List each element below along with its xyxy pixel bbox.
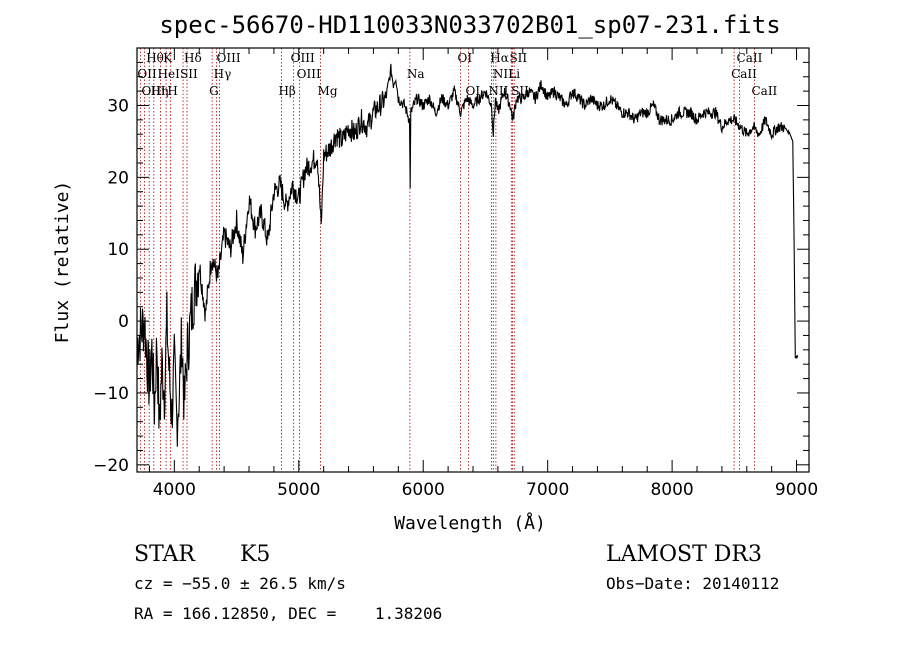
- line-label: SII: [509, 51, 527, 65]
- y-tick-label: 10: [107, 240, 129, 260]
- line-label: G: [209, 84, 219, 98]
- line-label: Na: [407, 67, 425, 81]
- x-tick-label: 9000: [775, 480, 818, 500]
- x-tick-label: 4000: [153, 480, 196, 500]
- coordinates-text: RA = 166.12850, DEC = 1.38206: [134, 604, 442, 623]
- line-label: SII: [511, 84, 529, 98]
- obs-date-text: Obs−Date: 20140112: [606, 574, 779, 593]
- line-label: Hδ: [184, 51, 202, 65]
- line-label: Hθ: [146, 51, 164, 65]
- line-label: CaII: [751, 84, 777, 98]
- line-label: Mg: [318, 84, 338, 98]
- line-label: Hη: [151, 84, 169, 98]
- spectral-line-markers: [139, 48, 755, 472]
- x-axis-label: Wavelength (Å): [394, 512, 546, 534]
- line-label: Hα: [490, 51, 509, 65]
- line-label: OI: [466, 84, 481, 98]
- x-tick-label: 5000: [277, 480, 320, 500]
- line-label: Li: [508, 67, 520, 81]
- line-label: Hγ: [214, 67, 232, 81]
- line-label: NII: [493, 67, 513, 81]
- x-tick-label: 8000: [650, 480, 693, 500]
- x-tick-label: 7000: [526, 480, 569, 500]
- line-label: OI: [458, 51, 473, 65]
- y-tick-label: −20: [93, 456, 129, 476]
- object-subclass: K5: [240, 542, 270, 567]
- line-label: Hβ: [278, 84, 295, 98]
- object-class: STAR: [134, 542, 196, 567]
- line-label: HeI: [158, 67, 181, 81]
- y-tick-label: 0: [118, 312, 129, 332]
- axis-tick-labels: 4000 5000 6000 7000 8000 9000 −20 −10 0 10 20 30: [93, 96, 818, 500]
- chart-title: spec-56670-HD110033N033702B01_sp07-231.f…: [159, 11, 780, 39]
- line-label: H: [167, 84, 177, 98]
- line-label: SII: [180, 67, 198, 81]
- line-label: OIII: [217, 51, 241, 65]
- x-tick-label: 6000: [402, 480, 445, 500]
- line-label: OIII: [141, 84, 165, 98]
- line-label: K: [163, 51, 173, 65]
- line-label: OIII: [297, 67, 321, 81]
- line-label: CaII: [737, 51, 763, 65]
- redshift-text: cz = −55.0 ± 26.5 km/s: [134, 574, 346, 593]
- axis-ticks: [137, 48, 809, 472]
- line-label: CaII: [731, 67, 757, 81]
- spectrum-line: [136, 63, 799, 447]
- survey-name: LAMOST DR3: [606, 542, 762, 567]
- line-label: OIII: [291, 51, 315, 65]
- y-axis-label: Flux (relative): [52, 181, 73, 344]
- y-tick-label: 30: [107, 96, 129, 116]
- y-tick-label: 20: [107, 168, 129, 188]
- line-label: OII: [137, 67, 157, 81]
- y-tick-label: −10: [93, 384, 129, 404]
